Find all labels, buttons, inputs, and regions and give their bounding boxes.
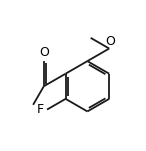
- Text: O: O: [39, 46, 49, 59]
- Text: F: F: [37, 103, 44, 116]
- Text: O: O: [105, 35, 115, 48]
